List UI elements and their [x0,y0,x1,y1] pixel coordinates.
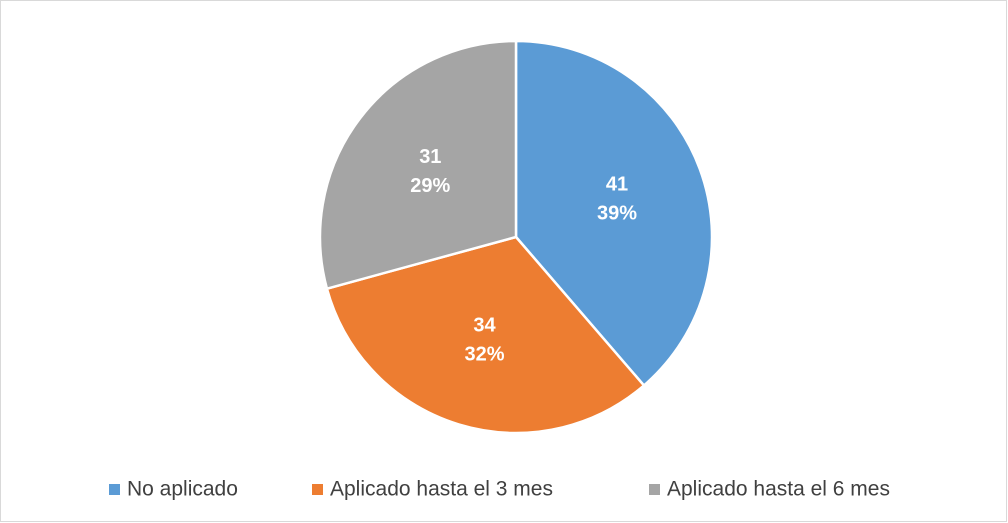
pie-slice [325,235,646,435]
value-label: 31 [419,146,441,168]
legend-label: Aplicado hasta el 6 mes [667,478,890,501]
percent-label: 39% [597,203,637,225]
legend-swatch [109,484,120,495]
value-label: 34 [473,314,496,336]
percent-label: 29% [410,175,450,197]
legend-swatch [312,484,323,495]
percent-label: 32% [465,343,505,365]
pie-slice [318,39,518,291]
legend-label: No aplicado [127,478,238,501]
legend-swatch [649,484,660,495]
value-label: 41 [606,174,628,196]
pie-slice [514,39,714,388]
legend-label: Aplicado hasta el 3 mes [330,478,553,501]
